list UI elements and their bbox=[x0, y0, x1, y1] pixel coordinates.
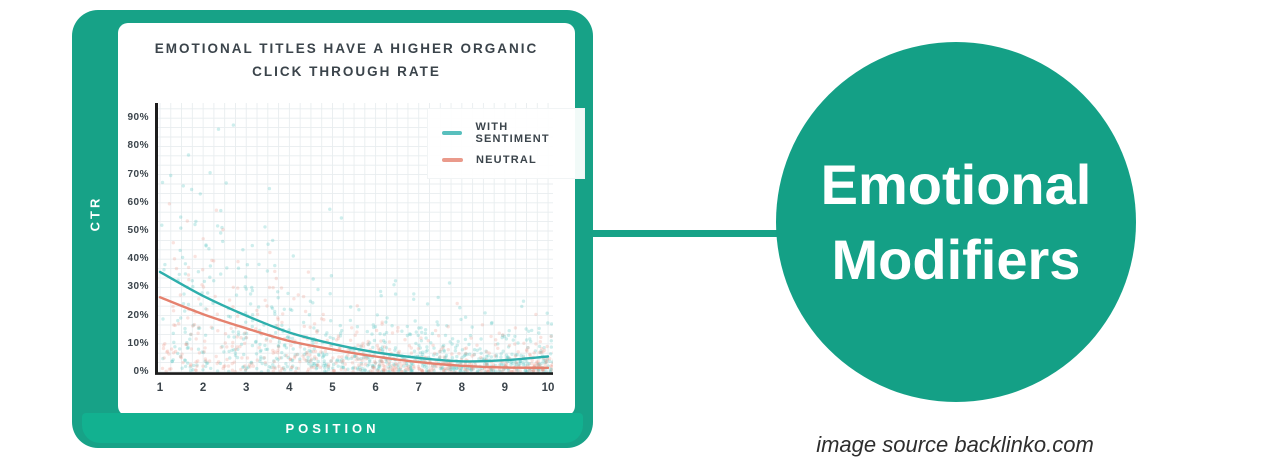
scatter-plot bbox=[155, 103, 553, 375]
chart-title-line-1: EMOTIONAL TITLES HAVE A HIGHER ORGANIC bbox=[154, 41, 539, 56]
x-tick-label: 8 bbox=[458, 382, 465, 394]
connector-line bbox=[585, 230, 825, 237]
y-tick-label: 70% bbox=[127, 168, 149, 180]
x-tick-label: 2 bbox=[199, 382, 207, 394]
legend-label: WITH SENTIMENT bbox=[475, 121, 550, 145]
x-tick-label: 6 bbox=[372, 382, 379, 394]
y-tick-label: 90% bbox=[127, 112, 149, 124]
callout-line-1: Emotional bbox=[820, 153, 1092, 216]
y-tick-label: 40% bbox=[127, 253, 149, 265]
source-credit: image source backlinko.com bbox=[816, 432, 1094, 457]
y-axis-title-label: CTR bbox=[87, 195, 103, 231]
x-tick-label: 7 bbox=[415, 382, 422, 394]
scatter-points-1 bbox=[160, 202, 553, 374]
chart-title: EMOTIONAL TITLES HAVE A HIGHER ORGANIC C… bbox=[118, 37, 575, 83]
y-tick-label: 60% bbox=[127, 196, 149, 208]
y-tick-label: 80% bbox=[127, 140, 149, 152]
x-tick-label: 10 bbox=[541, 382, 555, 394]
x-axis-title-label: POSITION bbox=[285, 420, 380, 436]
chart-card: CTR EMOTIONAL TITLES HAVE A HIGHER ORGAN… bbox=[72, 10, 593, 448]
y-tick-label: 30% bbox=[127, 281, 149, 293]
legend-label: NEUTRAL bbox=[476, 154, 537, 166]
y-axis-title: CTR bbox=[72, 10, 118, 416]
callout-line-2: Modifiers bbox=[831, 228, 1081, 291]
x-tick-label: 5 bbox=[329, 382, 336, 394]
legend-swatch-icon bbox=[442, 131, 463, 135]
y-tick-label: 10% bbox=[127, 337, 149, 349]
x-tick-label: 9 bbox=[501, 382, 509, 394]
x-axis-tick-labels: 1 2 3 4 5 6 7 8 9 10 bbox=[118, 23, 575, 416]
x-tick-label: 4 bbox=[286, 382, 293, 394]
chart-panel: EMOTIONAL TITLES HAVE A HIGHER ORGANIC C… bbox=[118, 23, 585, 416]
chart-legend: WITH SENTIMENT NEUTRAL bbox=[427, 108, 585, 179]
y-tick-label: 20% bbox=[127, 309, 149, 321]
y-axis-tick-labels: 90% 80% 70% 60% 50% 40% 30% 20% 10% 0% bbox=[118, 23, 149, 416]
x-tick-label: 3 bbox=[243, 382, 250, 394]
legend-swatch-icon bbox=[442, 158, 463, 162]
y-tick-label: 0% bbox=[133, 366, 149, 377]
x-axis-title-band: POSITION bbox=[82, 413, 583, 443]
emotional-modifiers-circle: Emotional Modifiers bbox=[776, 42, 1136, 402]
legend-item: WITH SENTIMENT bbox=[442, 121, 584, 145]
y-tick-label: 50% bbox=[127, 225, 149, 236]
x-tick-label: 1 bbox=[156, 382, 164, 394]
chart-title-line-2: CLICK THROUGH RATE bbox=[252, 64, 441, 79]
trend-line-with-sentiment bbox=[158, 270, 550, 363]
trend-line-neutral bbox=[158, 296, 550, 369]
legend-item: NEUTRAL bbox=[442, 154, 584, 166]
